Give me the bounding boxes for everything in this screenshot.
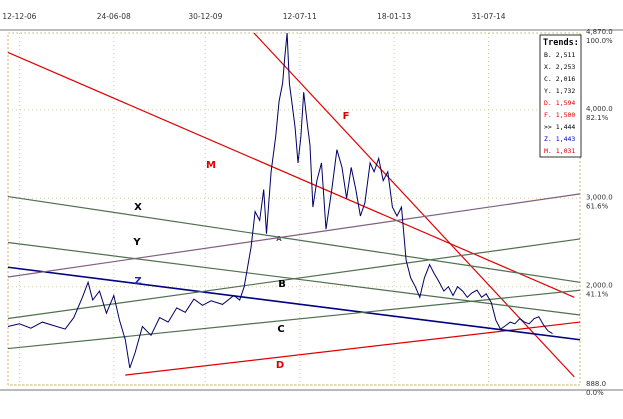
trend-label-Y: Y	[132, 237, 141, 248]
legend-entry: Z. 1,443	[544, 135, 575, 143]
x-tick-label: 24-06-08	[97, 12, 131, 21]
grid	[8, 32, 580, 386]
legend-entry: >> 1,444	[544, 123, 575, 131]
trend-label-C: C	[277, 324, 284, 335]
trend-label-B: B	[278, 279, 286, 290]
legend-title: Trends:	[543, 38, 579, 48]
x-tick-label: 31-07-14	[471, 12, 505, 21]
price-line	[7, 32, 553, 369]
trend-label-M: M	[206, 160, 216, 171]
y-tick-label: 3,000.0	[586, 193, 613, 201]
y-tick-label: 4,000.0	[586, 105, 613, 113]
legend-entry: Y. 1,732	[544, 87, 575, 95]
legend-entry: F. 1,500	[544, 111, 575, 119]
trend-line-Z	[7, 266, 581, 341]
legend-entry: M. 1,031	[544, 147, 575, 155]
trend-label-A: A	[276, 235, 282, 243]
trend-label-Z: Z	[134, 276, 141, 287]
legend-entry: D. 1,594	[544, 99, 575, 107]
x-tick-label: 12-07-11	[283, 12, 317, 21]
trend-line-labels: M F X Y Z A B C D	[132, 111, 349, 371]
y-tick-percent: 100.0%	[586, 37, 613, 45]
y-tick-percent: 61.6%	[586, 202, 609, 210]
trends-legend: Trends: B. 2,511 X. 2,253 C. 2,016 Y. 1,732 D…	[539, 34, 582, 158]
x-tick-label: 18-01-13	[377, 12, 411, 21]
legend-entry: X. 2,253	[544, 63, 575, 71]
y-tick-percent: 82.1%	[586, 114, 609, 122]
y-tick-label: 4,870.0	[586, 28, 613, 36]
y-tick-percent: 41.1%	[586, 291, 609, 299]
y-tick-percent: 0.0%	[586, 389, 604, 397]
trend-line-M	[7, 51, 575, 298]
trend-label-D: D	[276, 360, 284, 371]
legend-entry: B. 2,511	[544, 51, 575, 59]
trend-line-C	[7, 289, 581, 350]
trend-label-X: X	[134, 202, 142, 213]
legend-box	[539, 34, 582, 158]
plot-area	[7, 32, 581, 386]
x-axis-ticks: 12-12-06 24-06-08 30-12-09 12-07-11 18-01-13…	[2, 12, 505, 21]
x-tick-label: 12-12-06	[2, 12, 36, 21]
price-series	[7, 32, 553, 369]
y-tick-label: 888.0	[586, 380, 606, 388]
trend-line-B	[7, 238, 581, 320]
trend-line-X	[7, 195, 581, 283]
trend-line-A	[7, 193, 581, 278]
y-tick-label: 2,000.0	[586, 282, 613, 290]
x-tick-label: 30-12-09	[188, 12, 222, 21]
legend-entry: C. 2,016	[544, 75, 575, 83]
trend-label-F: F	[343, 111, 350, 122]
